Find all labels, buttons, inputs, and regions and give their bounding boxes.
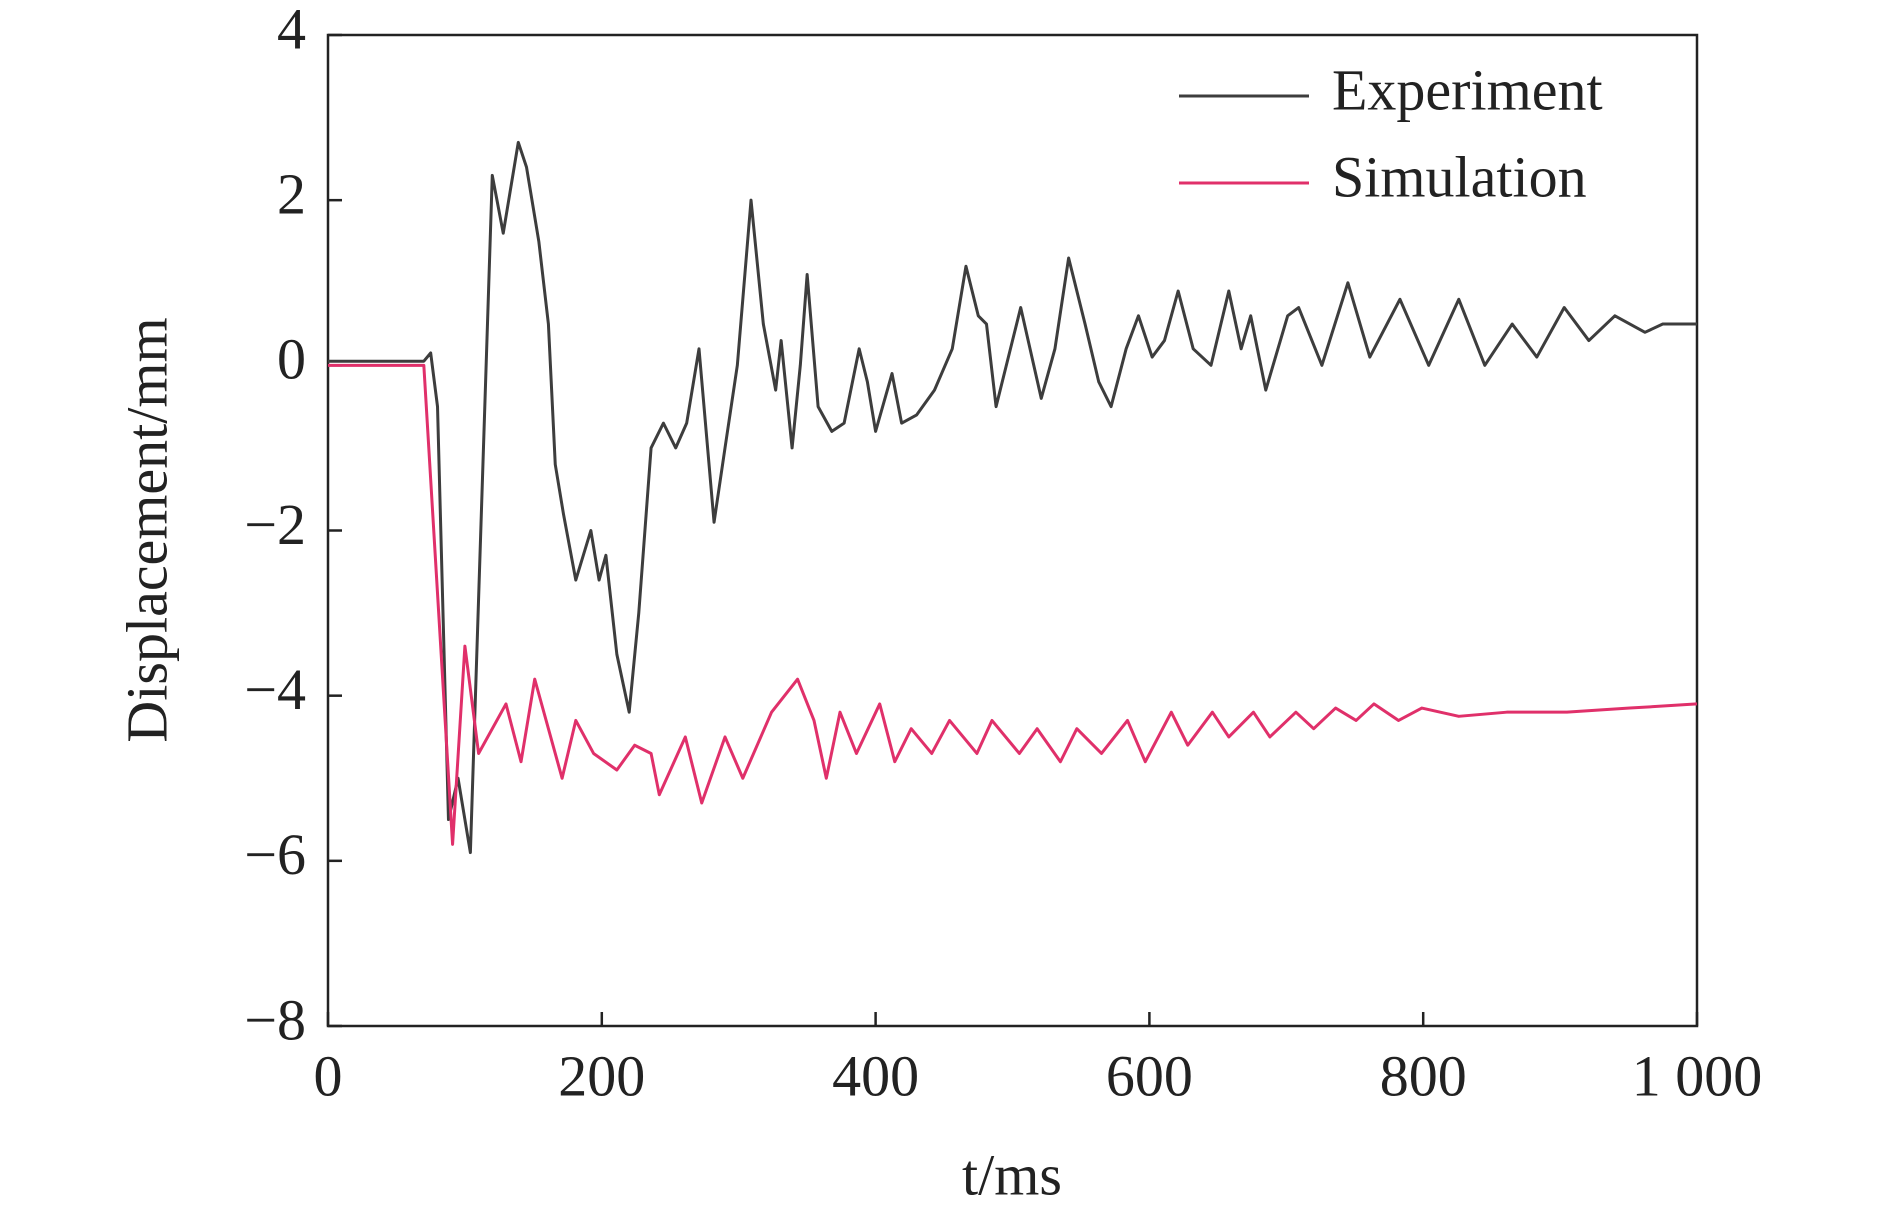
y-tick-label: 0 [277, 327, 306, 392]
x-axis-label: t/ms [962, 1142, 1062, 1207]
series-line [328, 140, 1697, 855]
y-tick-label: −2 [244, 492, 306, 557]
y-tick-label: 2 [277, 161, 306, 226]
legend-label: Simulation [1332, 144, 1587, 209]
x-tick-label: 400 [832, 1043, 919, 1108]
x-tick-label: 800 [1380, 1043, 1467, 1108]
x-tick-label: 600 [1106, 1043, 1193, 1108]
series-line [328, 363, 1698, 846]
y-tick-label: 4 [277, 0, 306, 61]
plot-frame [326, 33, 1699, 1028]
y-tick-label: −6 [244, 822, 306, 887]
y-axis-label: Displacement/mm [114, 317, 179, 742]
x-tick-label: 1 000 [1632, 1043, 1763, 1108]
y-tick-label: −8 [244, 987, 306, 1052]
y-tick-label: −4 [244, 657, 306, 722]
x-tick-label: 200 [558, 1043, 645, 1108]
x-tick-label: 0 [314, 1043, 343, 1108]
legend-label: Experiment [1332, 57, 1603, 122]
